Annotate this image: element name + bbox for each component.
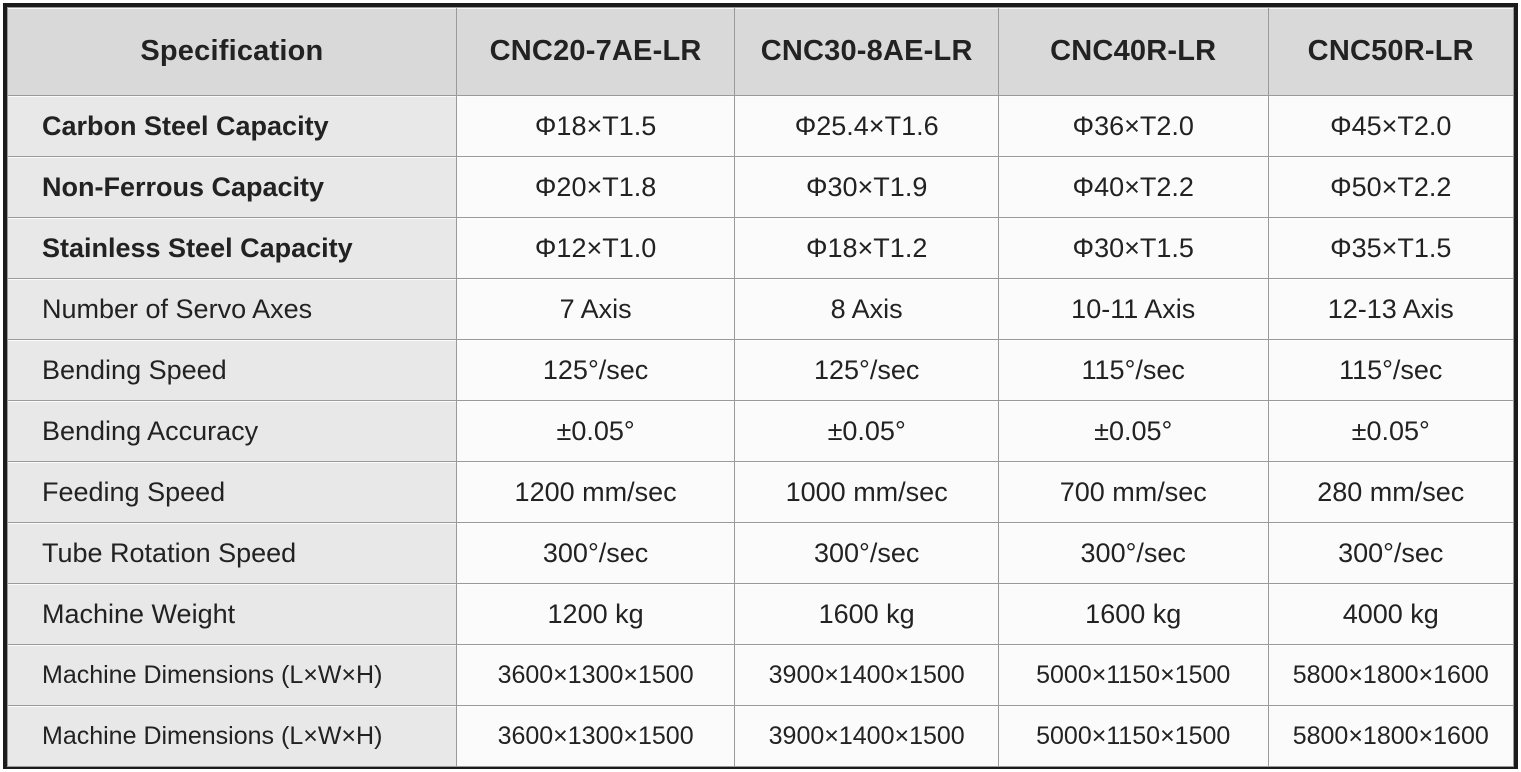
spec-value-cell: Φ35×T1.5 [1267, 217, 1514, 279]
row-label: Tube Rotation Speed [7, 522, 457, 584]
spec-value-cell: 3600×1300×1500 [455, 644, 736, 706]
spec-value-cell: Φ30×T1.9 [734, 156, 999, 218]
row-label: Machine Dimensions (L×W×H) [7, 705, 457, 767]
spec-value-cell: 1200 kg [455, 583, 736, 645]
spec-value-cell: 300°/sec [997, 522, 1269, 584]
row-label: Carbon Steel Capacity [7, 95, 457, 157]
spec-value-cell: Φ45×T2.0 [1267, 95, 1514, 157]
table-row-bending-speed: Bending Speed 125°/sec 125°/sec 115°/sec… [7, 339, 1514, 401]
spec-value-cell: 1000 mm/sec [734, 461, 999, 523]
spec-value-cell: 7 Axis [455, 278, 736, 340]
header-model-cnc30-8ae-lr: CNC30-8AE-LR [734, 7, 999, 96]
row-label: Number of Servo Axes [7, 278, 457, 340]
table-body: Carbon Steel Capacity Φ18×T1.5 Φ25.4×T1.… [7, 95, 1514, 767]
spec-value-cell: Φ50×T2.2 [1267, 156, 1514, 218]
spec-value-cell: Φ20×T1.8 [455, 156, 736, 218]
spec-value-cell: 5000×1150×1500 [997, 644, 1269, 706]
row-label: Stainless Steel Capacity [7, 217, 457, 279]
header-specification: Specification [7, 7, 457, 96]
row-label: Non-Ferrous Capacity [7, 156, 457, 218]
spec-value-cell: Φ40×T2.2 [997, 156, 1269, 218]
spec-value-cell: 10-11 Axis [997, 278, 1269, 340]
header-model-cnc20-7ae-lr: CNC20-7AE-LR [455, 7, 736, 96]
spec-value-cell: 4000 kg [1267, 583, 1514, 645]
spec-value-cell: 3900×1400×1500 [734, 705, 999, 767]
table-row-machine-dimensions-2: Machine Dimensions (L×W×H) 3600×1300×150… [7, 705, 1514, 767]
table-row-carbon-steel-capacity: Carbon Steel Capacity Φ18×T1.5 Φ25.4×T1.… [7, 95, 1514, 157]
spec-value-cell: Φ36×T2.0 [997, 95, 1269, 157]
spec-value-cell: ±0.05° [455, 400, 736, 462]
spec-value-cell: 5800×1800×1600 [1267, 644, 1514, 706]
header-row: Specification CNC20-7AE-LR CNC30-8AE-LR … [7, 7, 1514, 96]
spec-value-cell: 280 mm/sec [1267, 461, 1514, 523]
table-row-number-of-servo-axes: Number of Servo Axes 7 Axis 8 Axis 10-11… [7, 278, 1514, 340]
row-label: Machine Weight [7, 583, 457, 645]
spec-value-cell: 300°/sec [734, 522, 999, 584]
spec-value-cell: Φ25.4×T1.6 [734, 95, 999, 157]
spec-value-cell: ±0.05° [997, 400, 1269, 462]
spec-value-cell: Φ30×T1.5 [997, 217, 1269, 279]
spec-value-cell: 5000×1150×1500 [997, 705, 1269, 767]
spec-value-cell: 700 mm/sec [997, 461, 1269, 523]
spec-value-cell: ±0.05° [734, 400, 999, 462]
spec-value-cell: 300°/sec [1267, 522, 1514, 584]
spec-value-cell: Φ18×T1.5 [455, 95, 736, 157]
table-row-machine-dimensions-1: Machine Dimensions (L×W×H) 3600×1300×150… [7, 644, 1514, 706]
row-label: Feeding Speed [7, 461, 457, 523]
spec-value-cell: 8 Axis [734, 278, 999, 340]
table-row-non-ferrous-capacity: Non-Ferrous Capacity Φ20×T1.8 Φ30×T1.9 Φ… [7, 156, 1514, 218]
spec-value-cell: 115°/sec [1267, 339, 1514, 401]
spec-value-cell: Φ18×T1.2 [734, 217, 999, 279]
table-row-machine-weight: Machine Weight 1200 kg 1600 kg 1600 kg 4… [7, 583, 1514, 645]
row-label: Bending Speed [7, 339, 457, 401]
table-row-tube-rotation-speed: Tube Rotation Speed 300°/sec 300°/sec 30… [7, 522, 1514, 584]
spec-value-cell: 125°/sec [455, 339, 736, 401]
table-row-feeding-speed: Feeding Speed 1200 mm/sec 1000 mm/sec 70… [7, 461, 1514, 523]
table-header: Specification CNC20-7AE-LR CNC30-8AE-LR … [7, 7, 1514, 96]
spec-value-cell: 1200 mm/sec [455, 461, 736, 523]
spec-table-frame: Specification CNC20-7AE-LR CNC30-8AE-LR … [3, 3, 1518, 769]
spec-value-cell: 300°/sec [455, 522, 736, 584]
row-label: Machine Dimensions (L×W×H) [7, 644, 457, 706]
header-model-cnc50r-lr: CNC50R-LR [1267, 7, 1514, 96]
spec-value-cell: 115°/sec [997, 339, 1269, 401]
specification-table: Specification CNC20-7AE-LR CNC30-8AE-LR … [7, 7, 1514, 767]
spec-value-cell: 1600 kg [734, 583, 999, 645]
spec-value-cell: 125°/sec [734, 339, 999, 401]
spec-value-cell: ±0.05° [1267, 400, 1514, 462]
table-row-bending-accuracy: Bending Accuracy ±0.05° ±0.05° ±0.05° ±0… [7, 400, 1514, 462]
row-label: Bending Accuracy [7, 400, 457, 462]
spec-value-cell: 3900×1400×1500 [734, 644, 999, 706]
spec-value-cell: 5800×1800×1600 [1267, 705, 1514, 767]
header-model-cnc40r-lr: CNC40R-LR [997, 7, 1269, 96]
spec-value-cell: 12-13 Axis [1267, 278, 1514, 340]
spec-value-cell: Φ12×T1.0 [455, 217, 736, 279]
spec-value-cell: 1600 kg [997, 583, 1269, 645]
spec-value-cell: 3600×1300×1500 [455, 705, 736, 767]
table-row-stainless-steel-capacity: Stainless Steel Capacity Φ12×T1.0 Φ18×T1… [7, 217, 1514, 279]
